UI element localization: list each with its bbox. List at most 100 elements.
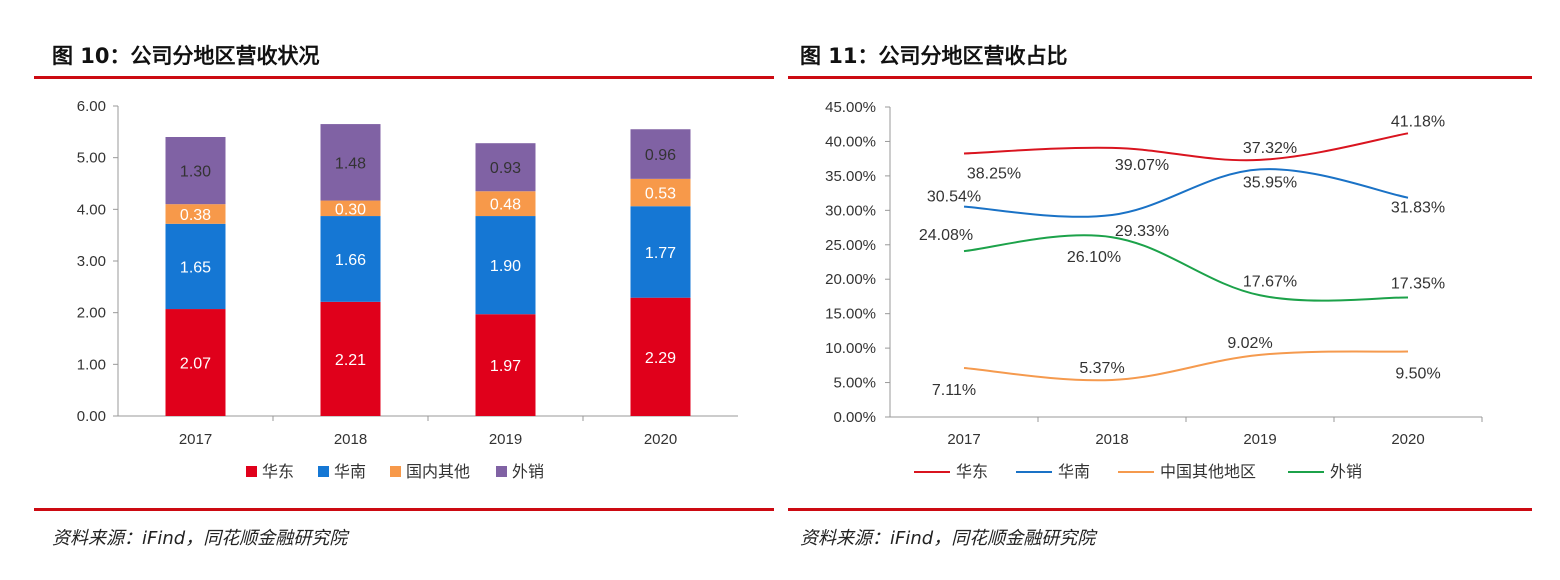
line-data-label: 37.32% — [1243, 140, 1297, 157]
bar-data-label: 0.48 — [490, 197, 521, 214]
y-tick-label: 0.00 — [77, 408, 106, 425]
y-tick-label: 3.00 — [77, 253, 106, 270]
series-line — [963, 132, 1409, 162]
bar-segment — [320, 200, 381, 217]
legend-label: 外销 — [1330, 462, 1362, 481]
figure-11-bottom-rule — [788, 508, 1532, 511]
figure-11-source: 资料来源：iFind，同花顺金融研究院 — [800, 528, 1096, 549]
line-data-label: 39.07% — [1115, 157, 1169, 174]
series-line — [963, 234, 1409, 302]
line-data-label: 31.83% — [1391, 200, 1445, 217]
bar-data-label: 0.96 — [645, 147, 676, 164]
line-data-label: 9.02% — [1227, 335, 1272, 352]
line-data-label: 38.25% — [967, 166, 1021, 183]
figure-10-source: 资料来源：iFind，同花顺金融研究院 — [52, 528, 348, 549]
line-data-label: 17.35% — [1391, 275, 1445, 292]
x-tick-label: 2017 — [179, 431, 212, 448]
y-tick-label: 15.00% — [825, 306, 876, 323]
line-data-label: 30.54% — [927, 189, 981, 206]
y-tick-label: 6.00 — [77, 98, 106, 115]
bar-data-label: 1.77 — [645, 245, 676, 262]
bar-segment — [165, 204, 226, 224]
legend-label: 国内其他 — [406, 462, 470, 481]
series-line — [963, 168, 1409, 218]
bar-data-label: 1.48 — [335, 155, 366, 172]
y-tick-label: 4.00 — [77, 201, 106, 218]
y-tick-label: 2.00 — [77, 305, 106, 322]
legend-label: 华南 — [1058, 462, 1090, 481]
legend-label: 外销 — [512, 462, 544, 481]
figure-11-top-rule — [788, 76, 1532, 79]
line-data-label: 29.33% — [1115, 223, 1169, 240]
y-tick-label: 1.00 — [77, 356, 106, 373]
bar-segment — [320, 216, 381, 302]
series-line — [963, 350, 1409, 382]
bar-segment — [320, 124, 381, 201]
line-data-label: 5.37% — [1079, 360, 1124, 377]
bar-data-label: 1.65 — [180, 259, 211, 276]
bar-data-label: 0.38 — [180, 207, 211, 224]
line-data-label: 26.10% — [1067, 249, 1121, 266]
y-tick-label: 30.00% — [825, 202, 876, 219]
x-tick-label: 2018 — [334, 431, 367, 448]
y-tick-label: 25.00% — [825, 237, 876, 254]
bar-segment — [475, 143, 536, 192]
bar-data-label: 0.93 — [490, 160, 521, 177]
bar-segment — [165, 309, 226, 416]
figure-10-bottom-rule — [34, 508, 774, 511]
legend-swatch — [496, 466, 507, 477]
y-tick-label: 5.00% — [833, 375, 876, 392]
bar-data-label: 2.29 — [645, 350, 676, 367]
bar-segment — [630, 129, 691, 179]
bar-data-label: 2.21 — [335, 352, 366, 369]
y-tick-label: 45.00% — [825, 99, 876, 116]
figure-10-title: 图 10：公司分地区营收状况 — [52, 44, 320, 68]
x-tick-label: 2019 — [1243, 431, 1276, 448]
bar-segment — [475, 216, 536, 315]
bar-data-label: 1.90 — [490, 258, 521, 275]
line-data-label: 41.18% — [1391, 113, 1445, 130]
bar-segment — [165, 223, 226, 310]
bar-segment — [165, 137, 226, 205]
bar-data-label: 1.66 — [335, 252, 366, 269]
y-tick-label: 35.00% — [825, 168, 876, 185]
bar-data-label: 1.97 — [490, 358, 521, 375]
x-tick-label: 2020 — [1391, 431, 1424, 448]
y-tick-label: 40.00% — [825, 133, 876, 150]
x-tick-label: 2017 — [947, 431, 980, 448]
line-data-label: 35.95% — [1243, 174, 1297, 191]
y-tick-label: 10.00% — [825, 340, 876, 357]
bar-segment — [630, 206, 691, 298]
x-tick-label: 2018 — [1095, 431, 1128, 448]
figure-10-top-rule — [34, 76, 774, 79]
line-data-label: 7.11% — [932, 382, 976, 399]
figure-10-panel: 图 10：公司分地区营收状况 0.00 1.00 2.00 3.00 4.00 5.00 6… — [34, 44, 774, 549]
legend-swatch — [390, 466, 401, 477]
stacked-bar-chart: 0.00 1.00 2.00 3.00 4.00 5.00 6.00 2017 2.07 1.65… — [77, 98, 738, 481]
y-tick-label: 20.00% — [825, 271, 876, 288]
line-data-label: 9.50% — [1395, 366, 1440, 383]
y-tick-label: 0.00% — [833, 409, 876, 426]
figure-11-title: 图 11：公司分地区营收占比 — [800, 44, 1068, 68]
line-data-label: 24.08% — [919, 227, 973, 244]
line-data-label: 17.67% — [1243, 273, 1297, 290]
bar-data-label: 0.53 — [645, 186, 676, 203]
bar-data-label: 1.30 — [180, 164, 211, 181]
x-tick-label: 2019 — [489, 431, 522, 448]
bar-segment — [475, 314, 536, 416]
bar-segment — [475, 191, 536, 217]
legend-label: 华东 — [262, 462, 294, 481]
line-chart: 0.00% 5.00% 10.00% 15.00% 20.00% 25.00% 30.00%… — [825, 99, 1483, 481]
legend-label: 华东 — [956, 462, 988, 481]
legend-swatch — [318, 466, 329, 477]
bar-segment — [320, 301, 381, 416]
legend-label: 华南 — [334, 462, 366, 481]
bar-data-label: 2.07 — [180, 356, 211, 373]
legend-swatch — [246, 466, 257, 477]
x-tick-label: 2020 — [644, 431, 677, 448]
y-tick-label: 5.00 — [77, 150, 106, 167]
legend-label: 中国其他地区 — [1160, 462, 1256, 481]
bar-data-label: 0.30 — [335, 201, 366, 218]
bar-segment — [630, 178, 691, 207]
figure-11-panel: 图 11：公司分地区营收占比 0.00% 5.00% 10.00% 15.00% 20.… — [780, 0, 1560, 580]
